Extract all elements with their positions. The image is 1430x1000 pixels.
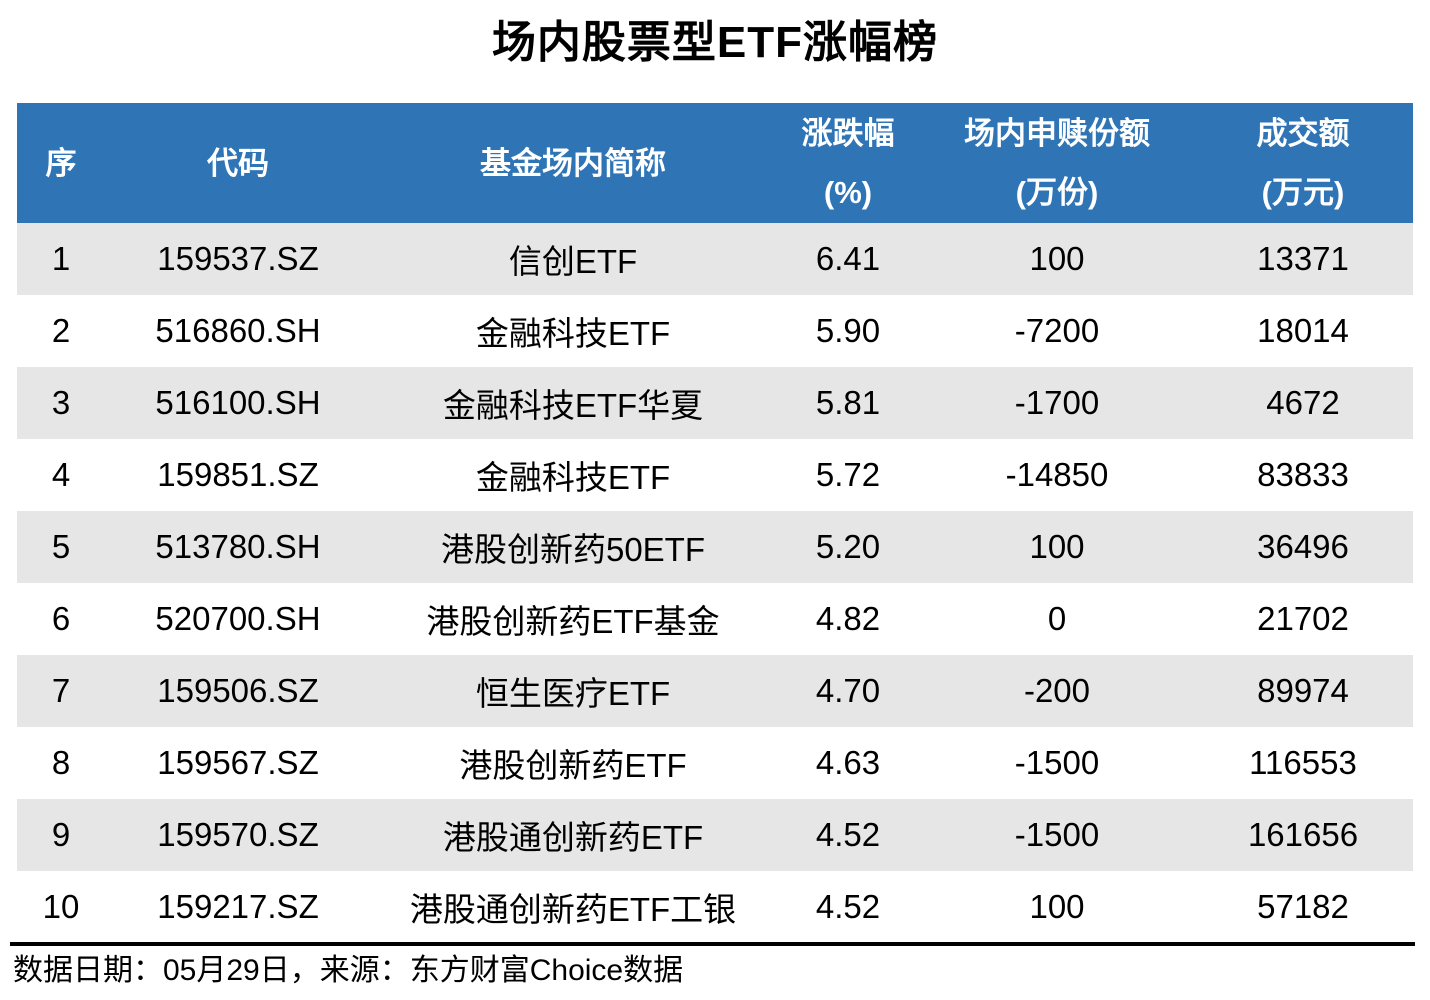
- table-row: 6 520700.SH 港股创新药ETF基金 4.82 0 21702: [17, 583, 1413, 655]
- table-row: 7 159506.SZ 恒生医疗ETF 4.70 -200 89974: [17, 655, 1413, 727]
- cell-shares: -7200: [1014, 312, 1100, 349]
- cell-turnover: 83833: [1257, 456, 1349, 493]
- cell-change-pct: 5.90: [815, 312, 881, 349]
- table-row: 5 513780.SH 港股创新药50ETF 5.20 100 36496: [17, 511, 1413, 583]
- table-row: 9 159570.SZ 港股通创新药ETF 4.52 -1500 161656: [17, 799, 1413, 871]
- cell-turnover: 13371: [1257, 240, 1349, 277]
- cell-rank: 10: [42, 888, 80, 925]
- data-source-note: 数据日期：05月29日，来源：东方财富Choice数据: [13, 954, 684, 987]
- footer-divider-line: [10, 942, 1415, 946]
- cell-change-pct: 4.52: [815, 816, 881, 853]
- header-cell-change-pct: 涨跌幅 (%): [775, 103, 921, 223]
- table-row: 8 159567.SZ 港股创新药ETF 4.63 -1500 116553: [17, 727, 1413, 799]
- cell-turnover: 57182: [1257, 888, 1349, 925]
- table-header-row: 序 代码 基金场内简称 涨跌幅 (%) 场内申赎份额 (万份) 成交额 (万元): [17, 103, 1413, 223]
- cell-rank: 4: [51, 456, 71, 493]
- cell-code: 159570.SZ: [157, 816, 319, 853]
- cell-turnover: 116553: [1249, 744, 1357, 781]
- cell-shares: -200: [1023, 672, 1091, 709]
- cell-fund-name: 港股通创新药ETF: [442, 819, 704, 856]
- cell-rank: 7: [51, 672, 71, 709]
- cell-fund-name: 金融科技ETF华夏: [442, 387, 704, 424]
- cell-turnover: 89974: [1257, 672, 1349, 709]
- cell-change-pct: 4.63: [815, 744, 881, 781]
- cell-change-pct: 4.82: [815, 600, 881, 637]
- cell-turnover: 21702: [1257, 600, 1349, 637]
- cell-code: 159851.SZ: [157, 456, 319, 493]
- header-unit: (%): [823, 175, 873, 210]
- table-row: 10 159217.SZ 港股通创新药ETF工银 4.52 100 57182: [17, 871, 1413, 943]
- etf-gainers-table: 序 代码 基金场内简称 涨跌幅 (%) 场内申赎份额 (万份) 成交额 (万元)…: [17, 103, 1413, 943]
- table-row: 1 159537.SZ 信创ETF 6.41 100 13371: [17, 223, 1413, 295]
- cell-fund-name: 港股通创新药ETF工银: [409, 891, 737, 928]
- cell-shares: 0: [1047, 600, 1067, 637]
- cell-shares: 100: [1029, 240, 1085, 277]
- header-cell-fund-name: 基金场内简称: [371, 103, 775, 223]
- cell-turnover: 4672: [1266, 384, 1340, 421]
- cell-shares: -1500: [1014, 816, 1100, 853]
- cell-change-pct: 4.70: [815, 672, 881, 709]
- cell-rank: 3: [51, 384, 71, 421]
- cell-fund-name: 港股创新药ETF: [459, 747, 687, 784]
- cell-fund-name: 金融科技ETF: [475, 459, 671, 496]
- header-label: 序: [45, 145, 77, 181]
- table-row: 4 159851.SZ 金融科技ETF 5.72 -14850 83833: [17, 439, 1413, 511]
- cell-turnover: 18014: [1257, 312, 1349, 349]
- cell-turnover: 36496: [1257, 528, 1349, 565]
- header-label: 成交额: [1256, 116, 1350, 151]
- cell-rank: 5: [51, 528, 71, 565]
- cell-change-pct: 4.52: [815, 888, 881, 925]
- header-label: 代码: [207, 145, 269, 181]
- cell-shares: -1500: [1014, 744, 1100, 781]
- cell-fund-name: 港股创新药ETF基金: [426, 603, 720, 640]
- header-cell-shares: 场内申赎份额 (万份): [921, 103, 1193, 223]
- cell-change-pct: 6.41: [815, 240, 881, 277]
- cell-shares: -1700: [1014, 384, 1100, 421]
- cell-fund-name: 信创ETF: [508, 243, 638, 280]
- cell-shares: 100: [1029, 528, 1085, 565]
- cell-code: 159506.SZ: [157, 672, 319, 709]
- cell-rank: 6: [51, 600, 71, 637]
- header-unit: (万份): [1015, 175, 1099, 210]
- cell-fund-name: 恒生医疗ETF: [475, 675, 671, 712]
- table-body: 1 159537.SZ 信创ETF 6.41 100 13371 2 51686…: [17, 223, 1413, 943]
- cell-code: 159537.SZ: [157, 240, 319, 277]
- header-cell-rank: 序: [17, 103, 105, 223]
- header-label: 涨跌幅: [801, 116, 895, 151]
- cell-fund-name: 港股创新药50ETF: [440, 531, 706, 568]
- cell-rank: 1: [51, 240, 71, 277]
- header-unit: (万元): [1261, 175, 1345, 210]
- cell-code: 520700.SH: [155, 600, 321, 637]
- table-row: 2 516860.SH 金融科技ETF 5.90 -7200 18014: [17, 295, 1413, 367]
- header-cell-code: 代码: [105, 103, 371, 223]
- cell-rank: 9: [51, 816, 71, 853]
- cell-code: 513780.SH: [155, 528, 321, 565]
- header-cell-turnover: 成交额 (万元): [1193, 103, 1413, 223]
- table-row: 3 516100.SH 金融科技ETF华夏 5.81 -1700 4672: [17, 367, 1413, 439]
- cell-change-pct: 5.81: [815, 384, 881, 421]
- header-label: 场内申赎份额: [964, 116, 1150, 151]
- cell-change-pct: 5.20: [815, 528, 881, 565]
- cell-fund-name: 金融科技ETF: [475, 315, 671, 352]
- cell-turnover: 161656: [1247, 816, 1359, 853]
- header-label: 基金场内简称: [480, 145, 666, 181]
- cell-code: 159567.SZ: [157, 744, 319, 781]
- cell-change-pct: 5.72: [815, 456, 881, 493]
- cell-rank: 2: [51, 312, 71, 349]
- cell-rank: 8: [51, 744, 71, 781]
- cell-code: 516860.SH: [155, 312, 321, 349]
- cell-shares: 100: [1029, 888, 1085, 925]
- cell-code: 516100.SH: [155, 384, 321, 421]
- page-title: 场内股票型ETF涨幅榜: [491, 18, 939, 67]
- cell-code: 159217.SZ: [157, 888, 319, 925]
- cell-shares: -14850: [1005, 456, 1109, 493]
